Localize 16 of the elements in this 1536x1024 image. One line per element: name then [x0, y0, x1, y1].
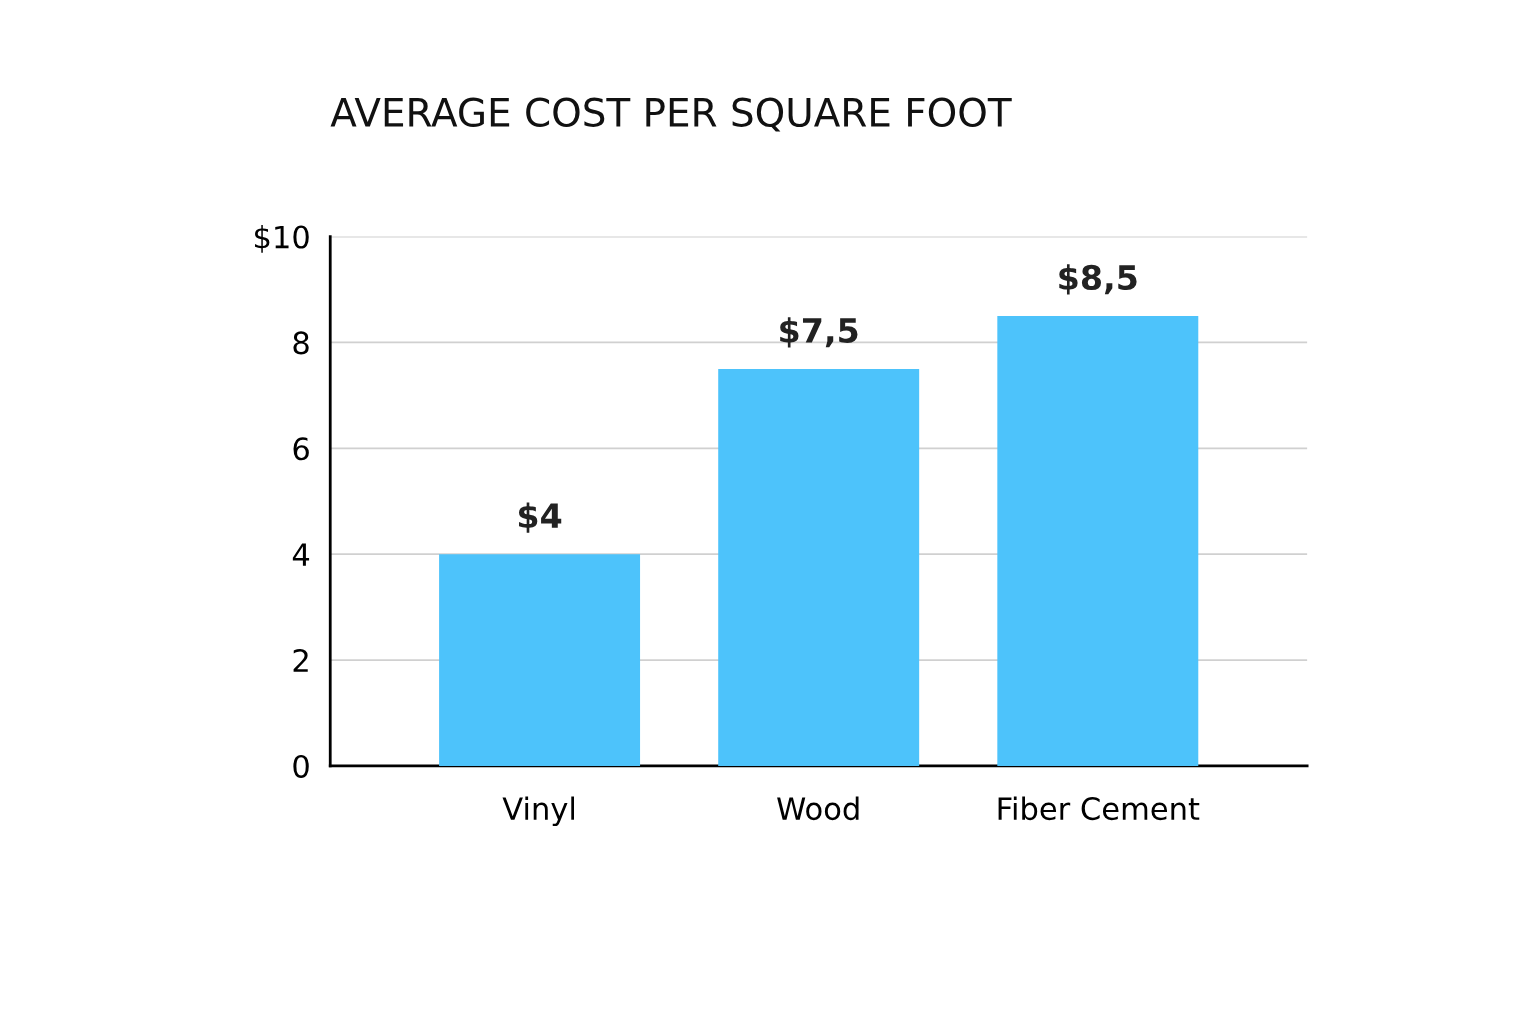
y-tick-label: 2 [293, 649, 308, 672]
data-label: $7,5 [780, 317, 858, 348]
y-tick-label: 4 [292, 543, 310, 566]
x-tick-label: Vinyl [502, 796, 575, 827]
x-tick-label: Fiber Cement [998, 796, 1200, 821]
y-tick-label: $10 [255, 224, 309, 253]
x-tick-label: Wood [777, 796, 859, 821]
y-tick-label: 0 [293, 754, 309, 778]
bar [718, 368, 920, 766]
chart-title: AVERAGE COST PER SQUARE FOOT [330, 97, 1012, 132]
bar [997, 315, 1199, 766]
y-tick-label: 6 [293, 437, 309, 461]
data-label: $4 [518, 502, 562, 533]
y-tick-label: 8 [293, 331, 309, 355]
data-label: $8,5 [1059, 264, 1137, 295]
bar [439, 554, 641, 766]
